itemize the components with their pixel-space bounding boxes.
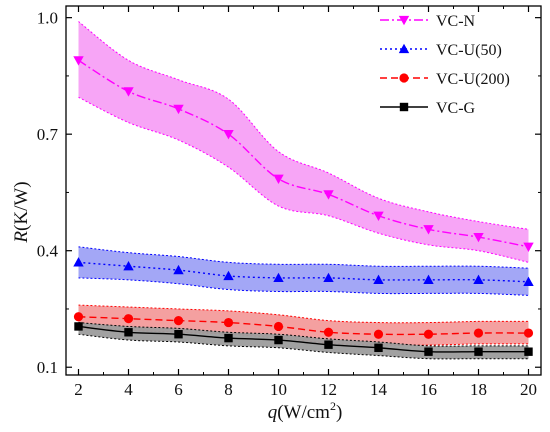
- band-vc-u-200: [78, 305, 529, 346]
- point-vc-u-50-20: [523, 276, 534, 286]
- point-vc-g-20: [524, 347, 533, 356]
- band-upper-edge-vc-u-200: [78, 304, 529, 324]
- band-upper-edge-vc-u-50: [78, 246, 529, 269]
- point-vc-u-200-8: [223, 317, 234, 328]
- axes: 2 4 6 8 10 12 14 16 18 20 0.1 0.4 0.7 1.0: [37, 5, 542, 399]
- band-vc-g: [78, 322, 529, 359]
- point-vc-u-200-18: [473, 328, 484, 338]
- x-tick-label-12: 12: [320, 380, 337, 399]
- point-vc-u-200-4: [123, 314, 134, 324]
- x-axis-unit-suffix: ): [336, 402, 342, 423]
- point-vc-n-8: [223, 130, 234, 140]
- y-tick-label-0.1: 0.1: [37, 358, 58, 377]
- point-vc-n-4: [123, 87, 134, 97]
- point-vc-g-4: [124, 328, 133, 337]
- legend-marker-vc-u-50: [398, 43, 410, 54]
- x-tick-label-2: 2: [74, 380, 83, 399]
- x-tick-label-10: 10: [270, 380, 287, 399]
- point-vc-n-6: [173, 104, 184, 115]
- x-tick-label-4: 4: [124, 380, 133, 399]
- band-vc-u-50: [78, 246, 529, 296]
- point-vc-g-2: [74, 322, 83, 331]
- point-vc-u-50-16: [423, 274, 434, 284]
- point-vc-u-200-2: [73, 312, 84, 322]
- point-vc-n-10: [273, 174, 284, 185]
- point-vc-n-2: [73, 56, 84, 66]
- point-vc-u-50-14: [373, 274, 384, 284]
- point-vc-g-6: [174, 330, 183, 339]
- band-lower-edge-vc-n: [78, 96, 529, 263]
- legend-marker-vc-n: [398, 15, 410, 26]
- point-vc-n-16: [423, 225, 434, 235]
- point-vc-u-50-6: [173, 264, 184, 275]
- band-lower-edge-vc-g: [78, 333, 529, 360]
- legend-marker-vc-g: [399, 102, 409, 112]
- x-tick-label-18: 18: [470, 380, 487, 399]
- x-axis-variable: q: [268, 402, 278, 423]
- line-vc-u-200: [78, 316, 529, 336]
- x-axis-unit-superscript: 2: [330, 399, 336, 413]
- band-lower-edge-vc-u-50: [78, 277, 529, 296]
- legend-label-vc-u-50: VC-U(50): [436, 42, 502, 59]
- point-vc-u-50-18: [473, 274, 484, 284]
- y-axis-unit: (K/W): [11, 181, 32, 231]
- point-vc-u-200-12: [323, 327, 334, 337]
- x-tick-label-14: 14: [370, 380, 388, 399]
- point-vc-u-50-8: [223, 270, 234, 281]
- point-vc-u-200-14: [373, 329, 384, 339]
- legend-label-vc-g: VC-G: [436, 100, 476, 117]
- point-vc-g-14: [374, 343, 383, 353]
- series-lines: [78, 59, 529, 353]
- point-vc-n-18: [473, 232, 484, 243]
- line-vc-n: [78, 59, 529, 248]
- series-markers: [73, 56, 534, 356]
- y-axis-variable: R: [11, 231, 32, 244]
- x-tick-label-20: 20: [520, 380, 537, 399]
- point-vc-u-200-20: [523, 328, 534, 338]
- point-vc-n-14: [373, 211, 384, 221]
- point-vc-n-20: [523, 242, 534, 253]
- point-vc-u-50-10: [273, 272, 284, 283]
- line-vc-u-50: [78, 261, 529, 283]
- point-vc-n-12: [323, 190, 334, 200]
- x-tick-label-8: 8: [224, 380, 233, 399]
- band-upper-edge-vc-n: [78, 21, 529, 230]
- legend-marker-vc-u-200: [399, 73, 409, 83]
- x-tick-label-6: 6: [174, 380, 183, 399]
- point-vc-g-12: [324, 340, 333, 349]
- point-vc-u-200-16: [423, 329, 434, 339]
- x-axis-unit-prefix: (W/cm: [277, 402, 330, 423]
- x-tick-label-16: 16: [420, 380, 437, 399]
- y-tick-label-0.7: 0.7: [37, 125, 59, 144]
- point-vc-u-200-6: [173, 316, 184, 326]
- legend-label-vc-n: VC-N: [436, 13, 476, 30]
- y-tick-label-1.0: 1.0: [37, 9, 58, 28]
- y-axis-title: R(K/W): [11, 181, 32, 243]
- point-vc-u-50-2: [73, 257, 84, 267]
- band-upper-edge-vc-g: [78, 322, 529, 347]
- point-vc-g-8: [224, 333, 233, 343]
- point-vc-u-50-4: [123, 261, 134, 271]
- point-vc-g-10: [274, 335, 283, 345]
- line-vc-g: [78, 325, 529, 353]
- point-vc-u-200-10: [273, 321, 284, 332]
- point-vc-g-18: [474, 347, 483, 356]
- point-vc-g-16: [424, 347, 433, 356]
- point-vc-u-50-12: [323, 272, 334, 283]
- y-tick-label-0.4: 0.4: [37, 242, 59, 261]
- legend: VC-N VC-U(50) VC-U(200) VC-G: [380, 13, 510, 117]
- legend-label-vc-u-200: VC-U(200): [436, 71, 510, 88]
- x-axis-title: q(W/cm2): [268, 399, 343, 423]
